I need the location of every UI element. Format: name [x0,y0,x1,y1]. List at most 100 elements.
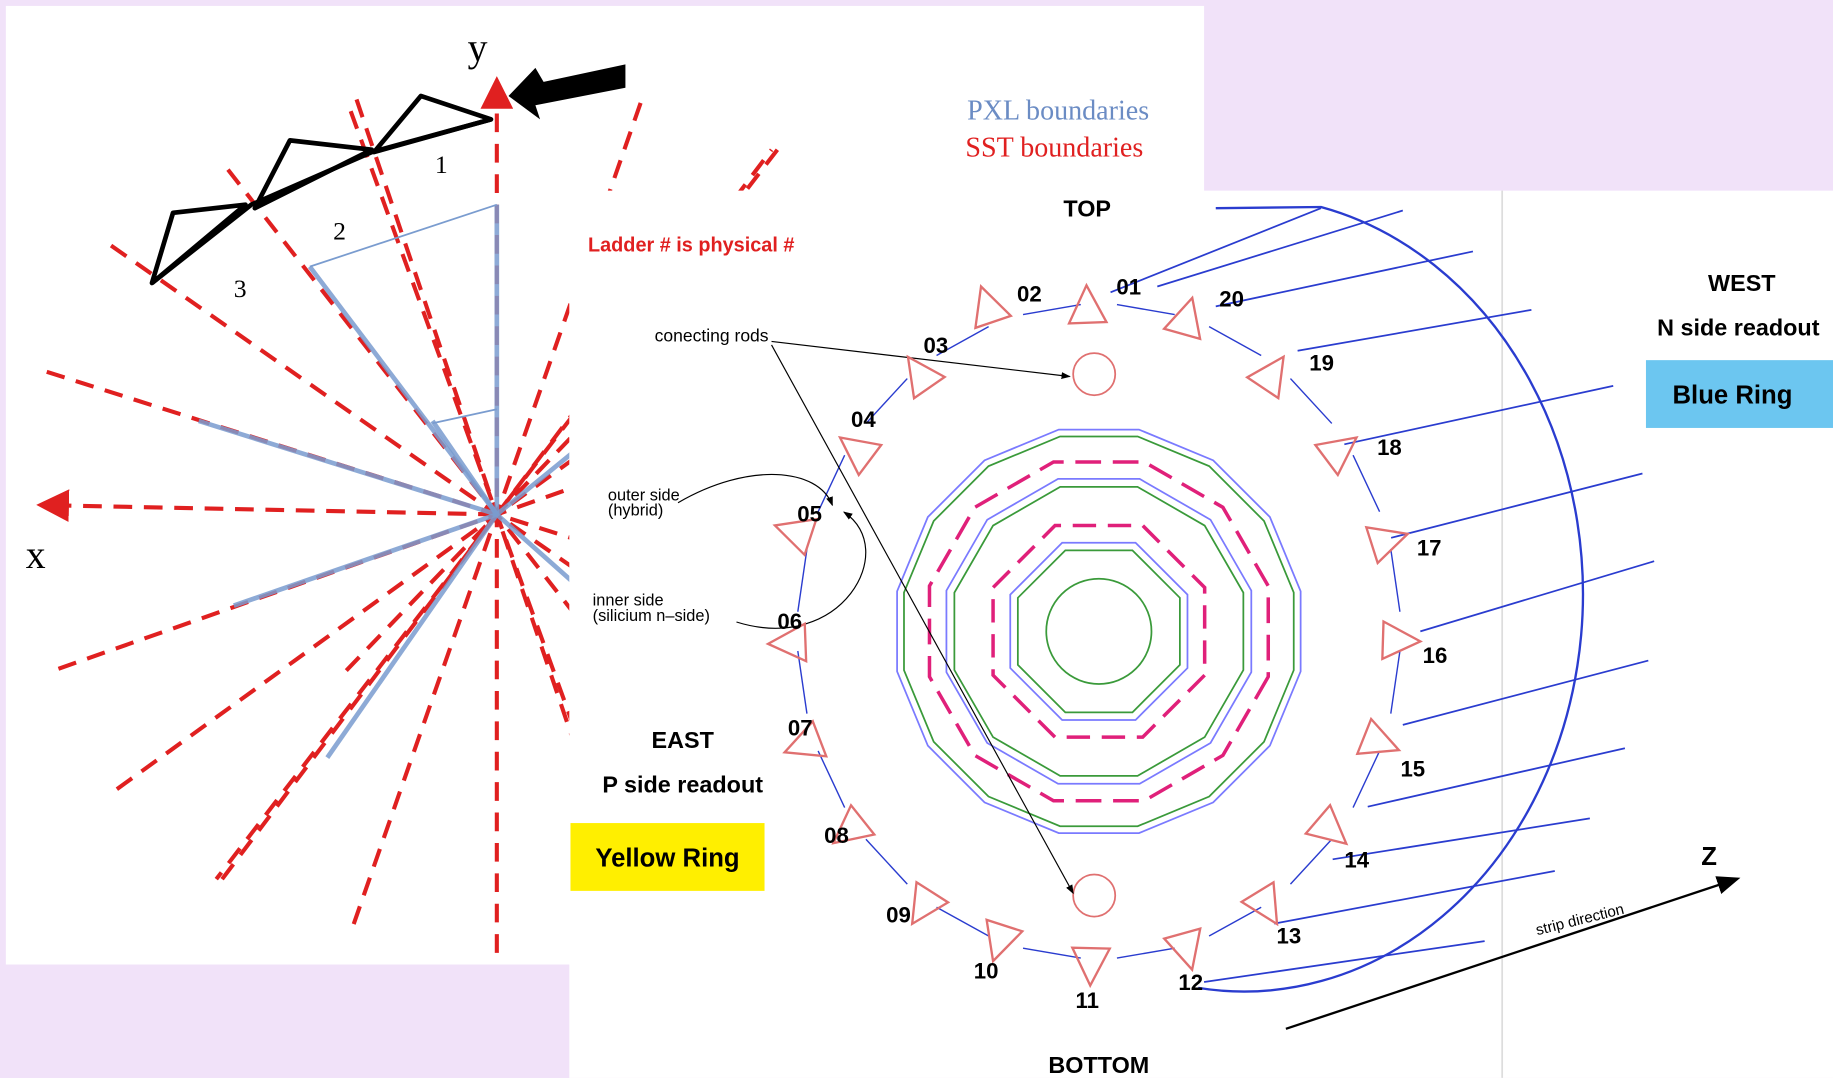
ladder-triangle [1161,295,1202,341]
inner-side-label: inner side [593,592,664,610]
barrel-outline [1198,205,1585,993]
pointer [736,511,867,629]
ladder-plane [1208,326,1262,357]
ladder-number: 12 [1178,970,1203,995]
note: Ladder # is physical # [588,234,794,256]
ladder-number: 17 [1417,535,1442,560]
ladder-triangle [1239,880,1279,927]
barrel-line [1157,209,1404,288]
ladder-number: 13 [1277,923,1302,948]
outer-side-label: (hybrid) [608,502,663,520]
ladder-plane [817,750,846,808]
sst-triangle [252,138,375,211]
east-readout: P side readout [602,772,763,798]
ladder-number: 19 [1309,351,1334,376]
ladder-triangle [1303,802,1349,846]
ladder-triangle [1162,926,1202,973]
west-readout: N side readout [1657,315,1820,341]
ladder-number: 14 [1344,847,1369,872]
barrel-line [1203,940,1485,983]
ladder-plane [865,378,908,424]
west-label: WEST [1708,270,1776,296]
ladder-plane [1022,947,1081,959]
rods-label: conecting rods [655,325,769,345]
sst-triangle [149,202,248,286]
beam-pipe [1045,577,1153,685]
pointer [771,344,1074,895]
ladder-number: 20 [1219,286,1244,311]
mid-layer [945,478,1253,785]
pxl-ladder [432,408,498,425]
pxl-layer [927,460,1271,803]
pointer [677,473,833,507]
ladder-triangle [985,918,1025,964]
ladder-plane [936,906,989,937]
ladder-number: 07 [788,715,813,740]
right-diagram: 01 02 03 04 05 06 07 08 09 10 11 12 13 14 15 16 17 18 19 20 [677,190,1741,1078]
ladder-triangle [837,435,884,478]
ladder-triangle [1313,435,1359,478]
ladder-triangle [782,719,829,758]
blue-ring-box [1645,360,1833,428]
strip-direction-arrow [1285,876,1741,1030]
axis-y-label: y [468,26,488,70]
ladder-plane [797,650,808,714]
ladder-triangle [1381,619,1423,661]
barrel-line [1274,870,1555,925]
inner-layer [1016,549,1181,714]
ladder-plane [936,326,989,357]
ladder-number: 15 [1400,756,1425,781]
ladder-plane [1116,303,1175,316]
x-axis [36,489,497,522]
right-panel [569,190,1833,1078]
z-label: Z [1701,843,1717,871]
pointer [771,340,1071,380]
ladder-plane [1390,650,1401,714]
ladder-number: 10 [974,959,999,984]
ladder-number: 06 [777,609,802,634]
ladder-number: 02 [1017,282,1042,307]
module-label: 1 [435,150,448,179]
ladder-plane [1390,548,1401,612]
ladder-number: 05 [797,501,822,526]
mid-layer [953,485,1245,777]
pxl-layer [991,523,1207,739]
ladder-triangle [1364,525,1411,566]
pointer-arrow [508,64,626,120]
pxl-boundary [233,512,498,608]
ladder-number: 04 [851,407,876,432]
pxl-ladder [309,203,498,268]
ladder-triangle [831,803,877,845]
ladder-plane [1116,947,1175,959]
ladder-plane [1022,303,1081,316]
outer-layer [896,428,1302,834]
inner-layer [1009,541,1189,721]
west-ring: Blue Ring [1672,381,1792,409]
east-ring: Yellow Ring [595,844,739,872]
barrel-line [1402,659,1649,726]
ladder-plane [1289,378,1333,424]
ladder-triangle [1070,946,1112,989]
ladder-plane [1289,838,1333,885]
barrel-line [1344,385,1614,446]
ladder-triangle [906,354,947,401]
ladder-plane [1352,750,1381,808]
barrel-line [1367,747,1626,808]
ladder-triangle [772,517,819,558]
legend-pxl: PXL boundaries [967,95,1149,126]
legend-sst: SST boundaries [965,133,1143,164]
barrel-line [1420,560,1655,633]
pxl-boundary [325,513,499,759]
barrel-line [1297,309,1532,352]
ladder-plane [797,548,808,612]
barrel-line [1215,250,1474,308]
module-label: 2 [333,217,346,246]
ladder-triangle [974,284,1014,330]
pxl-boundary [430,419,499,516]
ladder-plane [1208,906,1262,937]
connecting-rod [1072,352,1117,397]
ladder-number: 01 [1116,275,1141,300]
ladder-number: 03 [924,333,949,358]
